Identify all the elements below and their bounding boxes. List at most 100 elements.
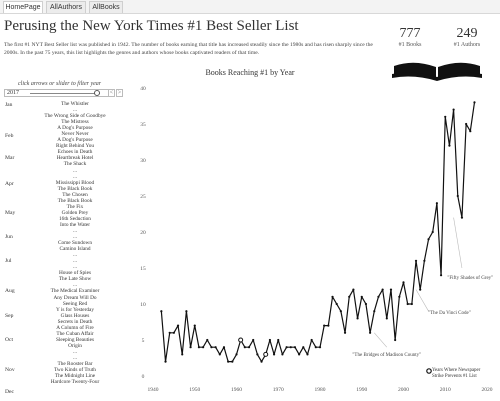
- book-title-item[interactable]: Secrets in Death: [57, 318, 93, 325]
- data-point: [414, 259, 418, 262]
- book-title-item[interactable]: ...: [73, 227, 77, 234]
- book-title-item[interactable]: ...: [73, 282, 77, 289]
- data-point: [394, 338, 397, 342]
- data-point: [356, 317, 359, 320]
- book-title-item[interactable]: Camino Island: [59, 246, 91, 253]
- book-title-item[interactable]: Golden Prey: [61, 209, 89, 216]
- book-title-item[interactable]: Glass Houses: [60, 312, 90, 319]
- book-title-item[interactable]: Into the Water: [59, 221, 91, 228]
- book-title-item[interactable]: A Dog's Purpose: [57, 125, 93, 132]
- x-tick-label: 2020: [482, 387, 493, 393]
- book-title-item[interactable]: Heartbreak Hotel: [56, 155, 94, 162]
- data-point: [214, 346, 217, 349]
- book-title-item[interactable]: ...: [73, 234, 77, 241]
- book-title-item[interactable]: ...: [73, 354, 77, 361]
- book-title-item[interactable]: The Shack: [63, 161, 87, 168]
- month-label-sep: Sep: [5, 313, 14, 319]
- year-slider-thumb[interactable]: [94, 90, 100, 96]
- data-point: [419, 288, 422, 291]
- month-label-aug: Aug: [5, 288, 15, 294]
- y-tick-label: 40: [140, 86, 146, 92]
- book-title-item[interactable]: ...: [73, 173, 77, 180]
- data-point: [435, 202, 438, 205]
- tab-homepage[interactable]: HomePage: [3, 1, 43, 13]
- book-title-item[interactable]: The Mistress: [61, 119, 89, 126]
- book-title-item[interactable]: The Whistler: [61, 101, 89, 107]
- data-point: [168, 331, 171, 334]
- data-point: [193, 324, 196, 327]
- book-title-item[interactable]: The Medical Examiner: [50, 288, 100, 295]
- data-point: [289, 346, 292, 349]
- book-title-item[interactable]: ...: [73, 107, 77, 114]
- data-point: [227, 360, 230, 363]
- book-title-item[interactable]: Mississippi Blood: [55, 179, 95, 186]
- data-point: [281, 353, 284, 356]
- book-title-item[interactable]: Y is for Yesterday: [55, 306, 95, 313]
- data-point: [373, 310, 376, 313]
- data-point: [268, 338, 271, 342]
- book-title-item[interactable]: Echoes in Death: [57, 149, 93, 156]
- book-title-item[interactable]: The Black Book: [57, 197, 93, 204]
- book-title-item[interactable]: House of Spies: [58, 270, 92, 277]
- authors-count-stat: 249 #1 Authors: [444, 26, 490, 49]
- book-title-item[interactable]: Hardcore Twenty-Four: [50, 379, 100, 386]
- year-slider-track[interactable]: [30, 93, 100, 94]
- next-year-button[interactable]: >: [116, 89, 123, 97]
- book-title-item[interactable]: ...: [73, 348, 77, 355]
- book-title-item[interactable]: ...: [73, 264, 77, 271]
- x-tick-label: 1970: [273, 387, 284, 393]
- y-tick-label: 0: [142, 374, 145, 380]
- book-title-item[interactable]: 16th Seduction: [59, 215, 91, 222]
- month-label-oct: Oct: [5, 337, 14, 343]
- data-point: [348, 295, 351, 298]
- book-title-item[interactable]: A Dog's Purpose: [57, 137, 93, 144]
- data-point: [473, 101, 476, 104]
- book-title-item[interactable]: Any Dream Will Do: [53, 294, 97, 301]
- book-title-item[interactable]: The Black Book: [57, 185, 93, 192]
- prev-year-button[interactable]: <: [108, 89, 115, 97]
- book-title-item[interactable]: The Midnight Line: [54, 373, 96, 380]
- book-title-item[interactable]: The Fix: [66, 203, 84, 210]
- book-title-item[interactable]: ...: [73, 167, 77, 174]
- book-title-item[interactable]: The Rooster Bar: [57, 361, 93, 368]
- y-tick-label: 5: [142, 338, 145, 344]
- book-title-item[interactable]: Two Kinds of Truth: [54, 367, 96, 374]
- tab-all-books[interactable]: AllBooks: [89, 1, 123, 13]
- data-point: [452, 108, 455, 111]
- book-title-item[interactable]: The Wrong Side of Goodbye: [44, 113, 106, 120]
- legend-marker: [426, 368, 432, 374]
- data-point: [298, 353, 301, 356]
- data-point: [465, 122, 468, 126]
- book-title-item[interactable]: Never Never: [61, 131, 89, 138]
- data-point: [364, 302, 368, 306]
- book-title-list: The Whistler... The Wrong Side of Goodbye…: [20, 101, 130, 385]
- data-point: [327, 324, 330, 327]
- book-title-item[interactable]: Right Behind You: [55, 143, 95, 150]
- book-title-item[interactable]: The Chosen: [62, 191, 88, 198]
- data-point: [210, 346, 213, 349]
- data-point: [231, 360, 234, 363]
- books-count-value: 777: [399, 26, 421, 41]
- strike-year-point: [238, 337, 244, 343]
- data-point: [369, 331, 372, 334]
- book-title-item[interactable]: A Column of Fire: [56, 324, 94, 331]
- open-book-icon: [392, 62, 482, 81]
- book-title-item[interactable]: ...: [73, 258, 77, 265]
- data-point: [460, 216, 464, 219]
- book-title-item[interactable]: The Late Show: [58, 276, 92, 283]
- chart-annotation: "The Bridges of Madison County": [352, 353, 421, 358]
- data-point: [222, 346, 226, 349]
- book-title-item[interactable]: ...: [73, 252, 77, 259]
- book-title-item[interactable]: The Cuban Affair: [56, 330, 94, 337]
- book-title-item[interactable]: Seeing Red: [62, 300, 88, 307]
- data-point: [406, 302, 409, 306]
- book-title-item[interactable]: Origin: [68, 342, 82, 349]
- strike-year-point: [263, 351, 269, 357]
- annotation-leader-line: [453, 217, 463, 269]
- tab-all-authors[interactable]: AllAuthors: [46, 1, 86, 13]
- book-title-item[interactable]: Sleeping Beauties: [55, 336, 95, 343]
- data-point: [339, 310, 342, 313]
- data-point: [176, 324, 180, 327]
- data-point: [252, 338, 255, 342]
- book-title-item[interactable]: Come Sundown: [58, 240, 92, 247]
